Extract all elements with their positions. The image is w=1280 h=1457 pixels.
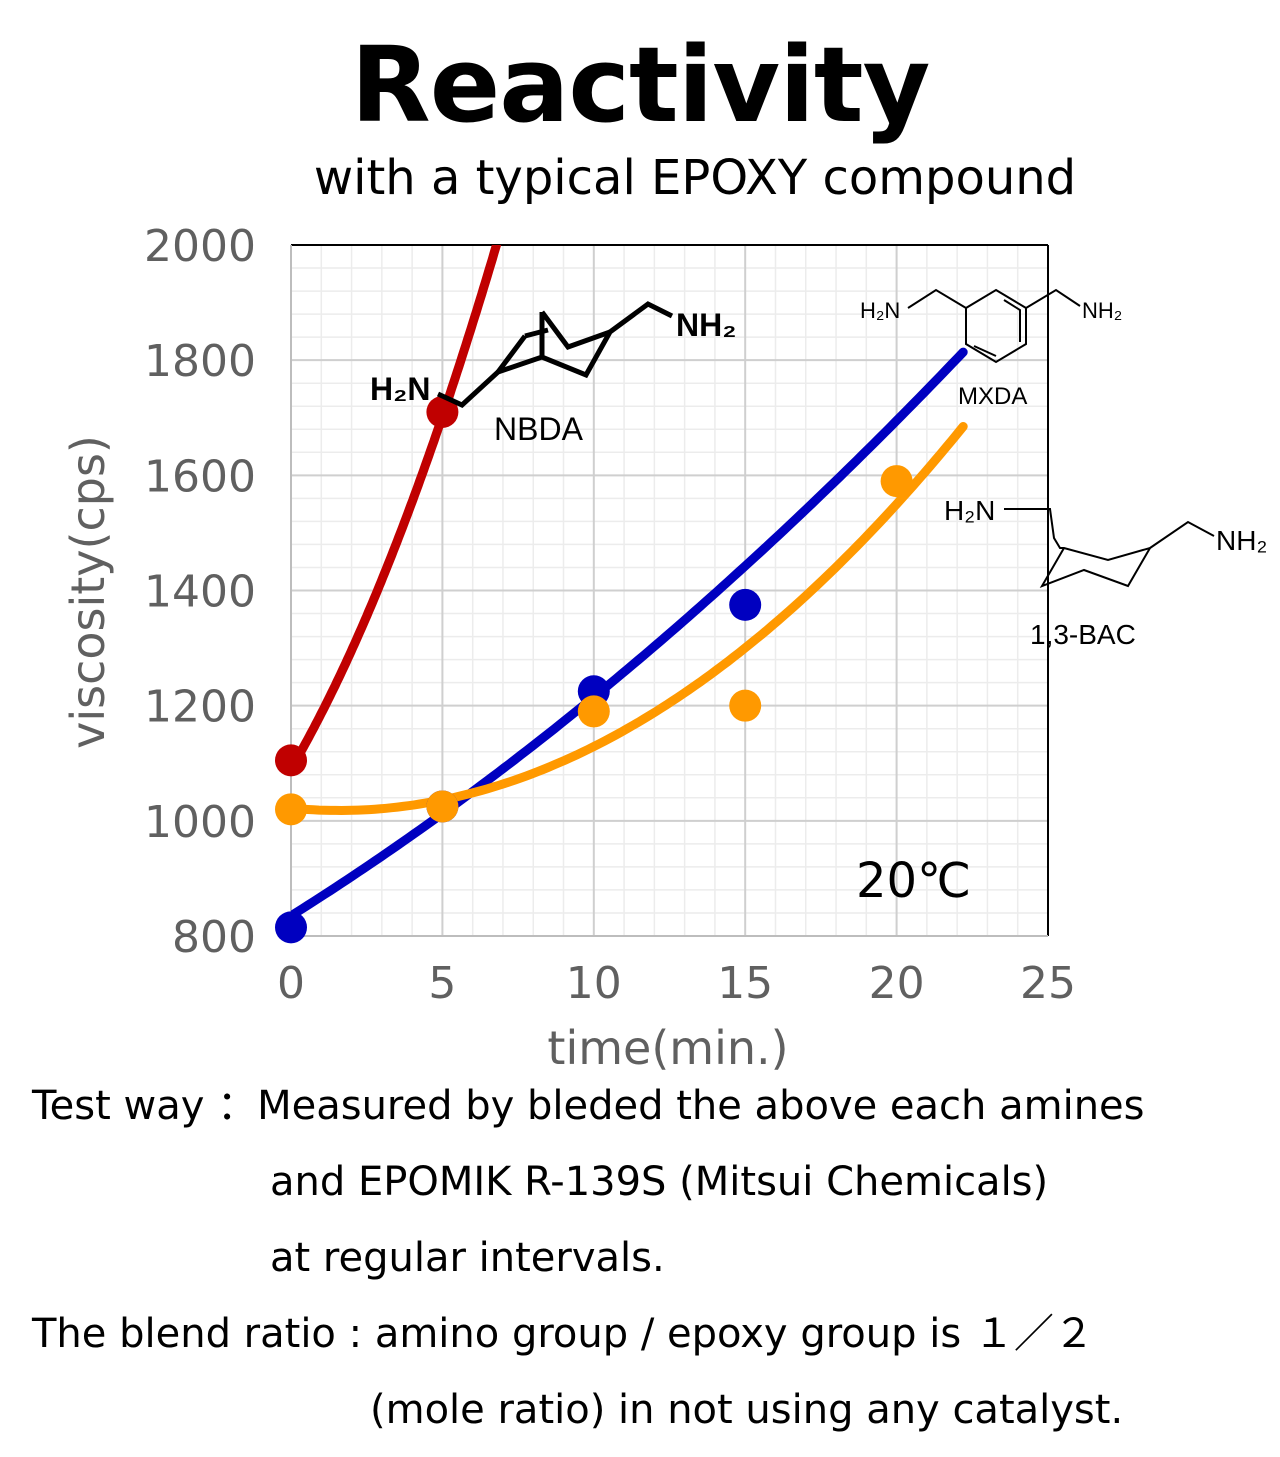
grid xyxy=(290,244,1049,937)
chart-title: Reactivity xyxy=(350,24,931,146)
trend-line-mxda xyxy=(291,347,968,921)
data-point-nbda xyxy=(426,395,459,428)
nbda-name-label: NBDA xyxy=(494,411,584,447)
bac-name-label: 1,3-BAC xyxy=(1030,619,1136,650)
x-tick-label: 10 xyxy=(566,958,622,1009)
data-point-mxda xyxy=(729,588,762,621)
data-point-mxda xyxy=(275,911,307,944)
nbda-nh2-label: NH₂ xyxy=(676,307,736,343)
note-line-4: The blend ratio : amino group / epoxy gr… xyxy=(32,1311,1094,1357)
y-tick-label: 800 xyxy=(172,912,256,963)
chart-subtitle: with a typical EPOXY compound xyxy=(313,150,1077,206)
y-tick-label: 1800 xyxy=(144,336,256,387)
y-tick-label: 2000 xyxy=(144,221,256,272)
data-point-1-3-bac xyxy=(426,790,459,823)
mxda-name-label: MXDA xyxy=(958,383,1027,410)
mxda-h2n-label: H₂N xyxy=(860,298,900,323)
y-axis-title: viscosity(cps) xyxy=(61,435,115,749)
x-axis-title: time(min.) xyxy=(547,1021,788,1075)
x-tick-label: 25 xyxy=(1020,958,1076,1009)
y-tick-label: 1000 xyxy=(144,797,256,848)
nbda-structure xyxy=(436,301,674,408)
note-line-1: Test way ：Measured by bleded the above e… xyxy=(32,1083,1145,1129)
axes xyxy=(290,244,1049,937)
data-point-1-3-bac xyxy=(577,695,610,728)
trend-line-1-3-bac xyxy=(291,422,968,816)
x-tick-label: 5 xyxy=(428,958,456,1009)
note-line-3: at regular intervals. xyxy=(270,1235,665,1281)
nbda-h2n-label: H₂N xyxy=(370,371,430,407)
data-point-1-3-bac xyxy=(880,465,913,498)
bac-nh2-label: NH₂ xyxy=(1216,525,1267,556)
y-tick-label: 1600 xyxy=(144,451,256,502)
x-tick-label: 20 xyxy=(869,958,925,1009)
note-line-5: (mole ratio) in not using any catalyst. xyxy=(370,1387,1124,1433)
viscosity-chart: 0 5 10 15 20 25 800 1000 1200 1400 1600 1800 2000 ti… xyxy=(61,221,1267,1075)
data-point-1-3-bac xyxy=(275,793,307,826)
x-tick-label: 15 xyxy=(717,958,773,1009)
x-tick-label: 0 xyxy=(277,958,305,1009)
bac-h2n-label: H₂N xyxy=(944,495,995,526)
y-tick-label: 1400 xyxy=(144,567,256,618)
data-point-1-3-bac xyxy=(729,689,762,722)
y-tick-label: 1200 xyxy=(144,682,256,733)
note-line-2: and EPOMIK R-139S (Mitsui Chemicals) xyxy=(270,1159,1049,1205)
tick-labels: 0 5 10 15 20 25 800 1000 1200 1400 1600 1800 2000 xyxy=(144,221,1076,1009)
data-points xyxy=(275,395,913,944)
mxda-structure xyxy=(907,288,1081,364)
trend-lines xyxy=(291,245,968,921)
data-point-nbda xyxy=(275,744,307,777)
mxda-nh2-label: NH₂ xyxy=(1082,298,1122,323)
temperature-annotation: 20℃ xyxy=(856,853,971,909)
trend-line-nbda xyxy=(291,245,502,774)
bac-structure xyxy=(1004,508,1215,588)
